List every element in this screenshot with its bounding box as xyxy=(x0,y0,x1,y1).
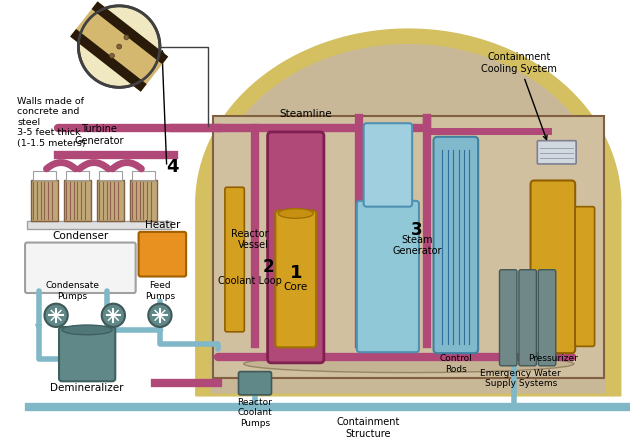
Bar xyxy=(213,116,604,378)
FancyBboxPatch shape xyxy=(357,201,419,352)
FancyBboxPatch shape xyxy=(275,210,316,348)
Text: Walls made of
concrete and
steel
3-5 feet thick
(1-1.5 meters): Walls made of concrete and steel 3-5 fee… xyxy=(17,97,86,148)
FancyBboxPatch shape xyxy=(433,137,478,353)
FancyBboxPatch shape xyxy=(25,243,136,293)
FancyBboxPatch shape xyxy=(364,123,412,207)
FancyArrowPatch shape xyxy=(113,163,141,169)
Text: 3: 3 xyxy=(412,221,423,239)
Circle shape xyxy=(148,304,172,327)
Ellipse shape xyxy=(244,355,573,373)
Text: Reactor
Vessel: Reactor Vessel xyxy=(231,229,269,250)
FancyBboxPatch shape xyxy=(130,180,157,221)
Circle shape xyxy=(109,53,115,58)
Circle shape xyxy=(44,304,68,327)
Text: 4: 4 xyxy=(166,158,179,176)
Text: 2: 2 xyxy=(263,258,275,276)
Text: 1: 1 xyxy=(289,264,302,282)
FancyBboxPatch shape xyxy=(139,232,186,277)
Text: Core: Core xyxy=(284,282,308,292)
Text: Containment
Cooling System: Containment Cooling System xyxy=(481,52,557,139)
Bar xyxy=(132,171,155,180)
Text: Feed
Pumps: Feed Pumps xyxy=(145,281,175,301)
Text: Steam
Generator: Steam Generator xyxy=(392,235,442,256)
Polygon shape xyxy=(211,45,605,393)
FancyBboxPatch shape xyxy=(538,141,576,164)
Text: Control
Rods: Control Rods xyxy=(440,354,472,374)
FancyBboxPatch shape xyxy=(31,180,58,221)
Ellipse shape xyxy=(62,325,113,335)
FancyBboxPatch shape xyxy=(531,180,575,353)
FancyBboxPatch shape xyxy=(97,180,124,221)
Text: Emergency Water
Supply Systems: Emergency Water Supply Systems xyxy=(481,369,561,388)
Ellipse shape xyxy=(278,209,313,218)
Circle shape xyxy=(79,6,160,87)
Bar xyxy=(27,221,171,229)
Text: Turbine
Generator: Turbine Generator xyxy=(74,124,124,146)
FancyBboxPatch shape xyxy=(575,207,595,346)
FancyBboxPatch shape xyxy=(239,372,271,395)
Circle shape xyxy=(124,35,129,40)
FancyBboxPatch shape xyxy=(225,187,244,332)
Text: Heater: Heater xyxy=(145,220,180,230)
FancyBboxPatch shape xyxy=(519,270,536,366)
Text: Condensate
Pumps: Condensate Pumps xyxy=(45,281,100,301)
Text: Pressurizer: Pressurizer xyxy=(528,354,578,363)
FancyBboxPatch shape xyxy=(538,270,556,366)
Polygon shape xyxy=(196,29,621,396)
Circle shape xyxy=(102,304,125,327)
Text: Containment
Structure: Containment Structure xyxy=(337,417,400,439)
Bar xyxy=(99,171,122,180)
Circle shape xyxy=(116,44,122,49)
Text: Reactor
Coolant
Pumps: Reactor Coolant Pumps xyxy=(237,398,273,428)
FancyBboxPatch shape xyxy=(59,327,115,381)
FancyArrowPatch shape xyxy=(47,163,76,169)
Text: Demineralizer: Demineralizer xyxy=(51,383,124,393)
Bar xyxy=(33,171,56,180)
FancyBboxPatch shape xyxy=(64,180,91,221)
Text: Steamline: Steamline xyxy=(279,109,332,120)
Text: Condenser: Condenser xyxy=(52,231,108,241)
Text: Coolant Loop: Coolant Loop xyxy=(218,277,282,286)
FancyArrowPatch shape xyxy=(79,163,108,169)
FancyBboxPatch shape xyxy=(268,132,324,363)
Bar xyxy=(66,171,89,180)
FancyBboxPatch shape xyxy=(499,270,517,366)
